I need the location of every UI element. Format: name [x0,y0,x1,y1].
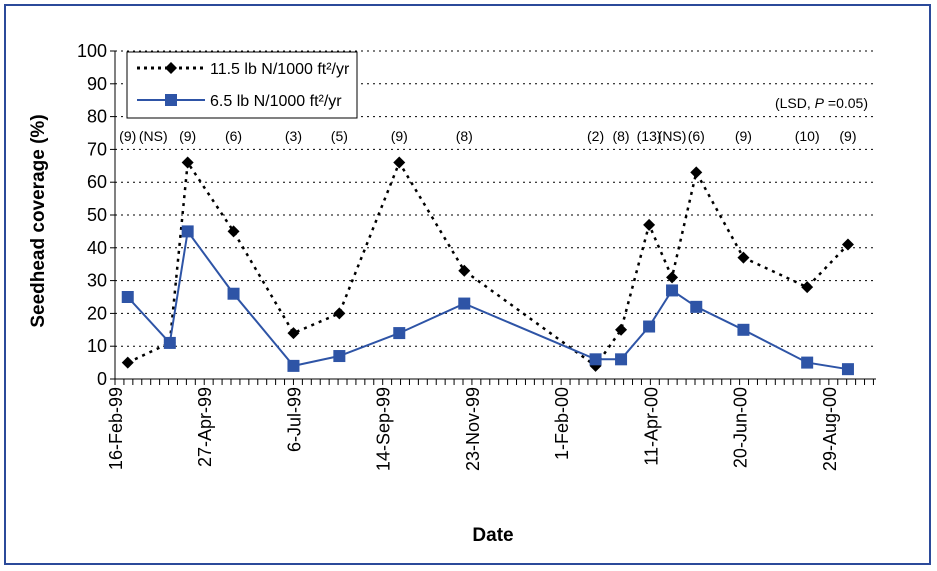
y-tick-label: 100 [77,41,107,61]
lsd-header-p: P [815,95,825,111]
lsd-label: (6) [225,128,242,144]
data-point-series-1 [615,323,628,336]
legend-marker-series-2 [165,94,177,106]
data-point-series-2 [589,353,602,366]
legend-marker-series-1 [165,62,177,74]
data-point-series-1 [666,271,679,284]
legend-label-series-1: 11.5 lb N/1000 ft²/yr [210,61,350,78]
data-point-series-2 [690,300,703,313]
data-point-series-1 [181,156,194,169]
data-point-series-2 [801,356,814,369]
data-point-series-2 [333,350,346,363]
data-point-series-1 [643,218,656,231]
data-point-series-1 [737,251,750,264]
x-tick-label: 20-Jun-00 [731,387,751,468]
lsd-label: (NS) [139,128,168,144]
lsd-label: (9) [119,128,136,144]
x-tick-label: 11-Apr-00 [641,387,661,466]
y-tick-label: 0 [97,369,107,389]
data-point-series-1 [393,156,406,169]
data-point-series-2 [287,359,300,372]
x-tick-label: 14-Sep-99 [374,387,394,471]
data-point-series-1 [841,238,854,251]
lsd-label: (NS) [658,128,687,144]
lsd-label: (8) [612,128,629,144]
y-tick-label: 30 [87,271,107,291]
data-point-series-2 [163,336,176,349]
data-point-series-1 [333,307,346,320]
x-tick-label: 16-Feb-99 [106,387,126,470]
lsd-label: (2) [587,128,604,144]
x-tick-label: 29-Aug-00 [820,387,840,471]
data-point-series-2 [181,225,194,238]
x-tick-label: 1-Feb-00 [552,387,572,460]
data-point-series-1 [458,264,471,277]
lsd-label: (6) [688,128,705,144]
series-line-1 [127,158,849,368]
data-point-series-1 [121,356,134,369]
data-point-series-2 [458,297,471,310]
legend-label-series-2: 6.5 lb N/1000 ft²/yr [210,93,342,110]
data-point-series-2 [841,363,854,376]
data-point-series-2 [227,287,240,300]
legend-box [126,51,358,119]
y-tick-label: 20 [87,303,107,323]
lsd-label: (3) [285,128,302,144]
data-point-series-1 [227,225,240,238]
y-axis-title: Seedhead coverage (%) [28,114,49,327]
lsd-header-prefix: (LSD, [775,95,815,111]
x-tick-label: 23-Nov-99 [463,387,483,471]
data-point-series-1 [287,327,300,340]
series-line-2 [126,228,849,371]
lsd-label: (9) [735,128,752,144]
data-point-series-1 [690,166,703,179]
data-point-series-2 [666,284,679,297]
lsd-label: (10) [795,128,820,144]
y-tick-label: 40 [87,238,107,258]
data-point-series-2 [393,327,406,340]
axes: 0 10 20 30 40 50 60 70 80 90 100 16-Feb-99 27-Apr-99… [77,41,876,471]
lsd-label: (9) [179,128,196,144]
data-point-series-2 [121,291,134,303]
lsd-header-suffix: =0.05) [824,95,868,111]
y-tick-label: 50 [87,205,107,225]
x-axis-title: Date [472,525,513,546]
y-tick-label: 60 [87,172,107,192]
y-tick-label: 90 [87,74,107,94]
x-tick-label: 6-Jul-99 [284,387,304,452]
data-point-series-2 [643,320,656,333]
y-tick-label: 10 [87,336,107,356]
data-point-series-1 [801,281,814,294]
lsd-label: (5) [331,128,348,144]
lsd-label: (13) [637,128,662,144]
y-tick-label: 80 [87,107,107,127]
x-tick-label: 27-Apr-99 [195,387,215,467]
data-point-series-2 [737,323,750,336]
legend: 11.5 lb N/1000 ft²/yr 6.5 lb N/1000 ft²/… [126,51,358,119]
series [121,156,854,376]
lsd-label: (9) [391,128,408,144]
labels: (9) (NS) (9) (6) (3) (5) (9) (8) (2) (8) (13)(NS)(… [119,128,856,144]
lsd-header: (LSD, P =0.05) [775,95,868,111]
lsd-label: (8) [456,128,473,144]
y-tick-label: 70 [87,139,107,159]
lsd-label: (9) [839,128,856,144]
data-point-series-2 [615,353,628,366]
